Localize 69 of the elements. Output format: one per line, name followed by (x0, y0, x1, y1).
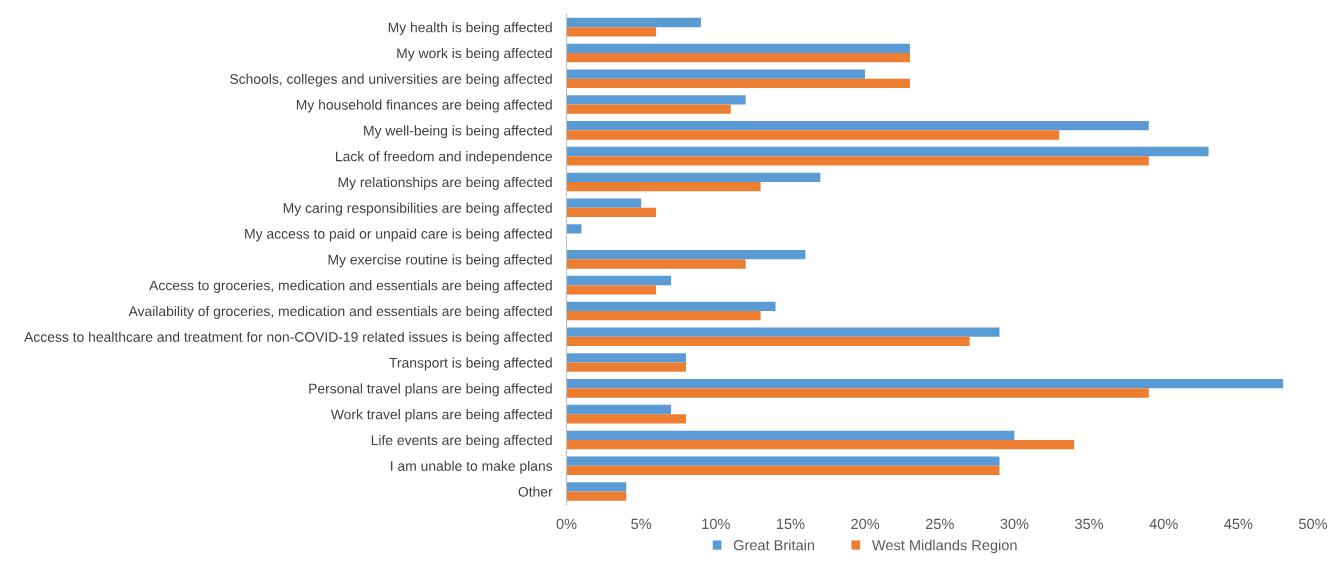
bar (566, 439, 1075, 450)
x-tick-label: 15% (776, 518, 805, 530)
x-tick-label: 20% (851, 518, 880, 530)
y-tick-label: My relationships are being affected (338, 176, 552, 190)
x-tick-label: 45% (1224, 518, 1253, 530)
bar (566, 95, 746, 105)
bar (566, 172, 821, 182)
bar (566, 404, 672, 415)
bar (566, 430, 1015, 440)
bar (566, 327, 1000, 337)
bar (566, 104, 731, 114)
bar (566, 259, 746, 269)
x-tick-label: 0% (556, 518, 577, 530)
y-tick-label: Other (518, 486, 553, 497)
bar (566, 414, 686, 424)
x-tick-label: 40% (1149, 518, 1178, 530)
bar (566, 353, 686, 363)
bar (566, 207, 657, 218)
bar (566, 456, 1000, 466)
y-tick-label: Access to healthcare and treatment for non-COVID-19 related issues is being affected (24, 331, 552, 345)
bar (566, 482, 627, 492)
y-tick-label: My caring responsibilities are being affected (283, 202, 552, 216)
y-tick-label: My well-being is being affected (364, 125, 552, 139)
bar (566, 310, 761, 321)
bar (566, 336, 970, 347)
bar (566, 379, 1284, 389)
y-tick-label: Schools, colleges and universities are being affected (230, 73, 552, 87)
bar (566, 465, 1000, 476)
legend-label: West Midlands Region (871, 539, 1017, 554)
y-tick-label: Life events are being affected (371, 434, 552, 448)
y-tick-label: I am unable to make plans (391, 460, 553, 474)
bar (566, 285, 657, 295)
bar (566, 69, 866, 79)
bar (566, 121, 1149, 131)
x-tick-label: 50% (1298, 518, 1328, 530)
y-tick-label: My household finances are being affected (296, 99, 552, 113)
bar (566, 491, 627, 501)
y-tick-label: Access to groceries, medication and essentials are being affected (149, 280, 552, 294)
x-tick-label: 30% (1000, 518, 1029, 530)
y-tick-label: My work is being affected (397, 47, 552, 61)
bar (566, 17, 701, 28)
bar (566, 130, 1060, 140)
y-tick-label: Availability of groceries, medication and essentials are being affected (128, 305, 552, 319)
bar (566, 156, 1149, 166)
x-tick-label: 35% (1075, 518, 1104, 530)
y-tick-label: Lack of freedom and independence (336, 151, 553, 165)
y-tick-label: Personal travel plans are being affected (309, 383, 552, 397)
bar (566, 224, 582, 234)
y-tick-label: My health is being affected (388, 22, 552, 36)
bar (566, 181, 761, 192)
y-tick-label: My access to paid or unpaid care is being affected (245, 228, 552, 242)
y-tick-label: My exercise routine is being affected (328, 254, 552, 268)
bar (566, 388, 1149, 398)
y-tick-label: Work travel plans are being affected (330, 409, 552, 423)
y-tick-label: Transport is being affected (389, 357, 552, 371)
bar (566, 27, 657, 37)
x-tick-label: 25% (925, 518, 954, 530)
bar (566, 146, 1209, 157)
x-tick-label: 5% (631, 518, 652, 530)
bar (566, 43, 910, 53)
bar (566, 52, 910, 63)
bar (566, 198, 642, 208)
bar (566, 362, 686, 372)
bar (566, 78, 910, 89)
x-tick-label: 10% (702, 518, 730, 530)
bar (566, 250, 806, 260)
bar (566, 301, 776, 311)
bar (566, 275, 672, 286)
legend-label: Great Britain (733, 539, 815, 551)
